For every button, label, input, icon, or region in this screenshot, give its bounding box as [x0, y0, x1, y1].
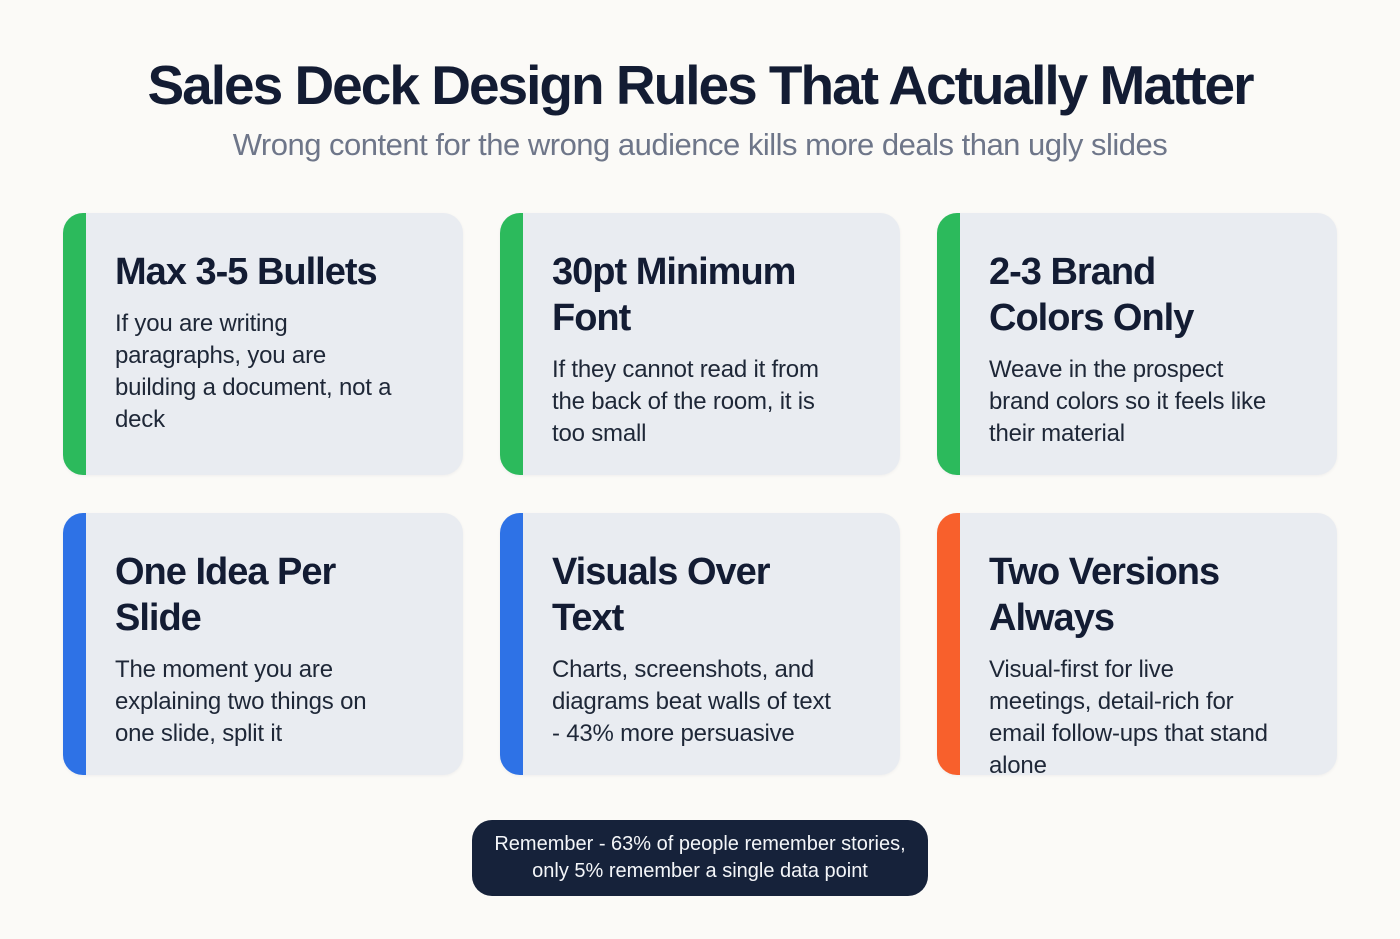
card-title-line: Text — [552, 597, 624, 639]
card-body-line: diagrams beat walls of text — [552, 688, 831, 715]
card-body: Charts, screenshots, and diagrams beat w… — [552, 654, 897, 750]
card-title: 2-3 Brand Colors Only — [989, 249, 1319, 341]
card-body-line: meetings, detail-rich for — [989, 688, 1234, 715]
card-content: One Idea Per Slide The moment you are ex… — [115, 549, 445, 750]
card-body-line: too small — [552, 420, 647, 447]
page-title: Sales Deck Design Rules That Actually Ma… — [147, 54, 1254, 116]
card-body: If you are writing paragraphs, you are b… — [115, 308, 460, 436]
card-body-line: Weave in the prospect — [989, 356, 1224, 383]
card-body: The moment you are explaining two things… — [115, 654, 460, 750]
card-body-line: If you are writing — [115, 310, 288, 337]
card-content: Visuals Over Text Charts, screenshots, a… — [552, 549, 882, 750]
card-title-line: Font — [552, 297, 631, 339]
card-title: Two Versions Always — [989, 549, 1319, 641]
card-body-line: alone — [989, 752, 1047, 775]
card-body-line: one slide, split it — [115, 720, 282, 747]
card-title-line: 30pt Minimum — [552, 251, 796, 293]
card-body-line: Charts, screenshots, and — [552, 656, 815, 683]
summary-badge: Remember - 63% of people remember storie… — [472, 820, 928, 896]
badge-text-line: only 5% remember a single data point — [532, 860, 868, 882]
card-body-line: - 43% more persuasive — [552, 720, 795, 747]
rules-grid: Max 3-5 Bullets If you are writing parag… — [63, 213, 1337, 775]
green-accent-bar — [937, 213, 960, 475]
card-title-line: Slide — [115, 597, 202, 639]
card-body-line: The moment you are — [115, 656, 333, 683]
card-body: Weave in the prospect brand colors so it… — [989, 354, 1334, 450]
card-body-line: the back of the room, it is — [552, 388, 815, 415]
card-body: Visual-first for live meetings, detail-r… — [989, 654, 1334, 775]
card-body-line: their material — [989, 420, 1125, 447]
card-body-line: email follow-ups that stand — [989, 720, 1268, 747]
card-title: Max 3-5 Bullets — [115, 249, 445, 295]
card-title-line: Max 3-5 Bullets — [115, 251, 378, 293]
green-accent-bar — [63, 213, 86, 475]
card-body: If they cannot read it from the back of … — [552, 354, 897, 450]
card-title-line: Colors Only — [989, 297, 1194, 339]
card-minimum-font: 30pt Minimum Font If they cannot read it… — [500, 213, 900, 475]
card-body-line: brand colors so it feels like — [989, 388, 1266, 415]
card-content: Two Versions Always Visual-first for liv… — [989, 549, 1319, 775]
card-body-line: deck — [115, 406, 165, 433]
card-body-line: If they cannot read it from — [552, 356, 819, 383]
card-title: 30pt Minimum Font — [552, 249, 882, 341]
card-title-line: Always — [989, 597, 1115, 639]
card-body-line: Visual-first for live — [989, 656, 1174, 683]
card-title-line: One Idea Per — [115, 551, 336, 593]
card-brand-colors: 2-3 Brand Colors Only Weave in the prosp… — [937, 213, 1337, 475]
green-accent-bar — [500, 213, 523, 475]
blue-accent-bar — [63, 513, 86, 775]
orange-accent-bar — [937, 513, 960, 775]
badge-text-line: Remember - 63% of people remember storie… — [494, 833, 906, 855]
card-content: Max 3-5 Bullets If you are writing parag… — [115, 249, 445, 436]
page-subtitle: Wrong content for the wrong audience kil… — [232, 127, 1168, 162]
card-content: 2-3 Brand Colors Only Weave in the prosp… — [989, 249, 1319, 450]
card-max-bullets: Max 3-5 Bullets If you are writing parag… — [63, 213, 463, 475]
card-title: One Idea Per Slide — [115, 549, 445, 641]
card-two-versions: Two Versions Always Visual-first for liv… — [937, 513, 1337, 775]
blue-accent-bar — [500, 513, 523, 775]
card-title-line: 2-3 Brand — [989, 251, 1156, 293]
card-content: 30pt Minimum Font If they cannot read it… — [552, 249, 882, 450]
card-body-line: paragraphs, you are — [115, 342, 327, 369]
card-title-line: Two Versions — [989, 551, 1220, 593]
header: Sales Deck Design Rules That Actually Ma… — [0, 52, 1400, 164]
card-title-line: Visuals Over — [552, 551, 771, 593]
card-body-line: building a document, not a — [115, 374, 392, 401]
card-title: Visuals Over Text — [552, 549, 882, 641]
card-one-idea: One Idea Per Slide The moment you are ex… — [63, 513, 463, 775]
card-body-line: explaining two things on — [115, 688, 367, 715]
card-visuals-over-text: Visuals Over Text Charts, screenshots, a… — [500, 513, 900, 775]
